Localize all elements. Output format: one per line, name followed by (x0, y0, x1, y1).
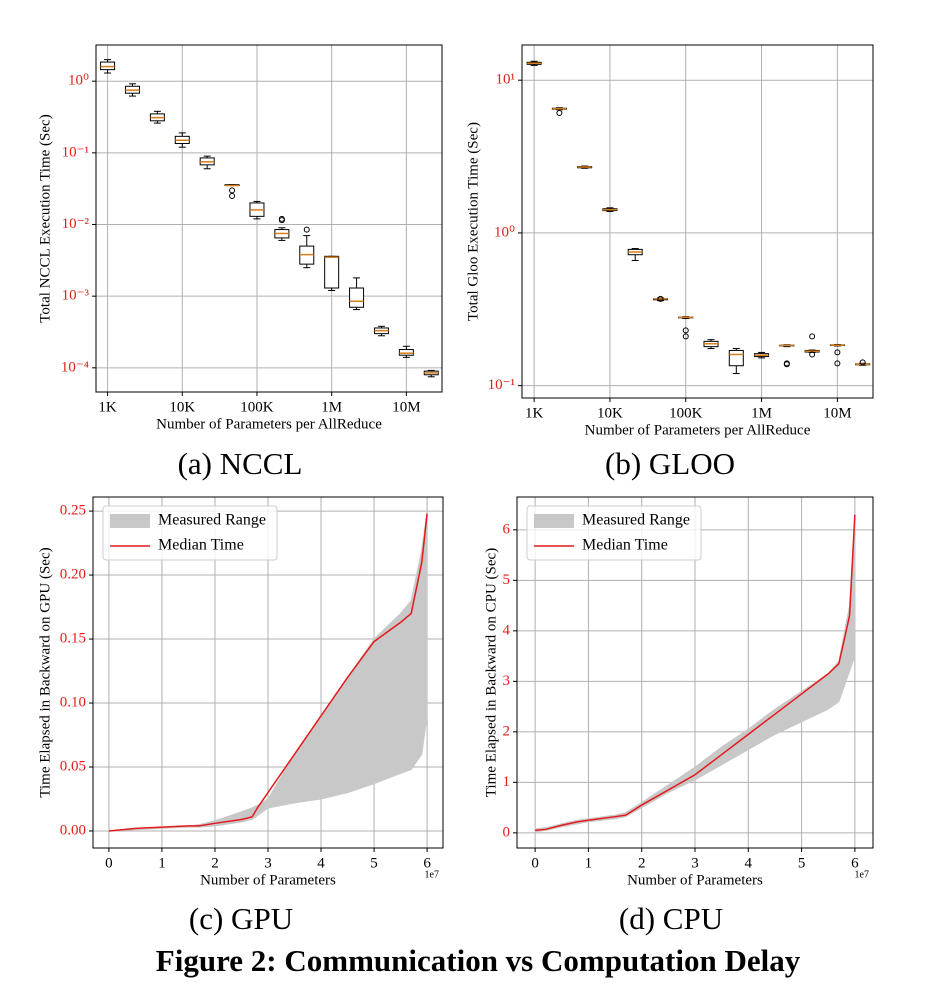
y-tick-label: 6 (503, 521, 511, 537)
x-tick-label: 1K (525, 405, 544, 421)
x-axis-label: Number of Parameters per AllReduce (156, 416, 382, 432)
x-tick-label: 3 (264, 855, 272, 871)
x-tick-label: 1 (158, 855, 166, 871)
flier (682, 333, 689, 340)
x-tick-label: 10M (823, 405, 851, 421)
range-area (108, 511, 428, 832)
range-area (534, 514, 856, 833)
y-tick-label: 0.20 (60, 566, 86, 582)
box (728, 349, 744, 367)
x-tick-label: 1M (751, 405, 772, 421)
flier (682, 327, 689, 334)
legend-label: Measured Range (158, 512, 266, 529)
y-tick-label: 10⁻⁴ (61, 359, 89, 375)
y-tick-label: 10⁻² (62, 216, 90, 232)
subcaption: (d) CPU (619, 901, 723, 936)
plot-area (96, 45, 442, 392)
y-tick-label: 3 (503, 673, 511, 689)
x-tick-label: 1K (98, 399, 117, 415)
x-axis-label: Number of Parameters (627, 872, 763, 888)
x-tick-label: 1M (321, 399, 342, 415)
y-tick-label: 4 (503, 622, 511, 638)
subcaption: (a) NCCL (178, 446, 303, 481)
subcaption: (b) GLOO (605, 446, 735, 481)
flier (834, 360, 841, 367)
y-tick-label: 0 (503, 824, 511, 840)
flier (229, 193, 236, 200)
y-tick-label: 1 (503, 774, 511, 790)
plot-frame (516, 496, 874, 849)
flier (859, 359, 866, 366)
y-tick-label: 0.05 (60, 758, 86, 774)
flier (556, 109, 563, 116)
x-tick-label: 10K (169, 399, 195, 415)
x-tick-label: 5 (370, 855, 378, 871)
legend-label: Measured Range (582, 512, 690, 529)
y-tick-label: 5 (503, 572, 511, 588)
flier (303, 226, 310, 233)
x-tick-label: 100K (669, 405, 703, 421)
x-tick-label: 1 (585, 855, 593, 871)
y-tick-label: 10⁻¹ (62, 144, 89, 160)
x-axis-label: Number of Parameters (200, 872, 336, 888)
x-tick-label: 10M (392, 399, 420, 415)
x-tick-label: 2 (638, 855, 646, 871)
flier (834, 349, 841, 356)
x-tick-label: 4 (317, 855, 325, 871)
y-tick-label: 10⁰ (494, 224, 515, 240)
median-line (108, 513, 428, 832)
flier (809, 351, 816, 358)
flier (278, 217, 285, 224)
y-tick-label: 10⁰ (68, 73, 89, 89)
box (398, 349, 414, 356)
plot-area (522, 45, 873, 398)
flier (657, 295, 664, 302)
flier (809, 333, 816, 340)
legend-label: Median Time (582, 537, 668, 554)
y-tick-label: 0.10 (60, 694, 86, 710)
legend-swatch (534, 514, 574, 528)
legend-swatch (110, 514, 150, 528)
flier (229, 187, 236, 194)
y-tick-label: 10⁻³ (62, 288, 90, 304)
x-tick-label: 4 (745, 855, 753, 871)
figure-caption: Figure 2: Communication vs Computation D… (156, 943, 801, 978)
x-tick-label: 5 (798, 855, 806, 871)
y-axis-label: Time Elapsed in Backward on GPU (Sec) (37, 547, 53, 797)
y-axis-label: Time Elapsed in Backward on CPU (Sec) (483, 548, 499, 797)
x-tick-label: 6 (423, 855, 431, 871)
median-line (535, 514, 856, 832)
y-tick-label: 10¹ (496, 72, 516, 88)
y-tick-label: 0.00 (60, 822, 86, 838)
x-offset-label: 1e7 (425, 869, 439, 880)
box (349, 287, 365, 308)
y-tick-label: 0.15 (60, 630, 86, 646)
x-axis-label: Number of Parameters per AllReduce (585, 422, 811, 438)
x-tick-label: 10K (597, 405, 623, 421)
y-axis-label: Total Gloo Execution Time (Sec) (465, 122, 481, 321)
plot-frame (521, 44, 874, 399)
box (324, 255, 340, 289)
x-tick-label: 2 (211, 855, 219, 871)
subcaption: (c) GPU (189, 901, 293, 936)
x-tick-label: 6 (851, 855, 859, 871)
plot-frame (92, 496, 444, 849)
y-tick-label: 2 (503, 723, 511, 739)
x-tick-label: 100K (240, 399, 274, 415)
x-offset-label: 1e7 (855, 869, 869, 880)
x-tick-label: 0 (531, 855, 539, 871)
x-tick-label: 3 (691, 855, 699, 871)
flier (783, 361, 790, 368)
y-tick-label: 10⁻¹ (488, 377, 515, 393)
plot-frame (95, 44, 443, 393)
y-tick-label: 0.25 (60, 503, 86, 519)
y-axis-label: Total NCCL Execution Time (Sec) (37, 114, 53, 322)
x-tick-label: 0 (105, 855, 113, 871)
legend-label: Median Time (158, 537, 244, 554)
